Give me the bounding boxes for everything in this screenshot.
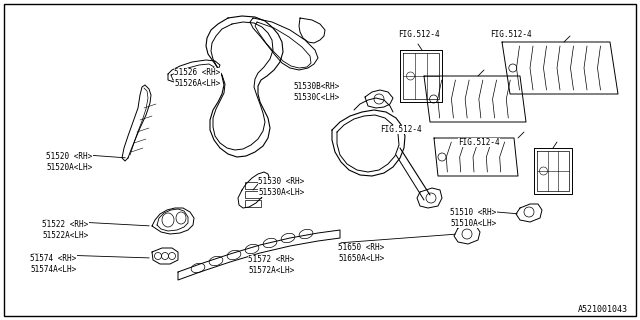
Text: 51530B<RH>
51530C<LH>: 51530B<RH> 51530C<LH> bbox=[293, 82, 339, 102]
Text: FIG.512-4: FIG.512-4 bbox=[380, 125, 422, 134]
Text: FIG.512-4: FIG.512-4 bbox=[490, 30, 532, 39]
Text: 51520 <RH>
51520A<LH>: 51520 <RH> 51520A<LH> bbox=[46, 152, 92, 172]
Text: FIG.512-4: FIG.512-4 bbox=[398, 30, 440, 39]
Bar bbox=[245, 200, 261, 207]
Text: 51650 <RH>
51650A<LH>: 51650 <RH> 51650A<LH> bbox=[338, 243, 384, 263]
Text: 51526 <RH>
51526A<LH>: 51526 <RH> 51526A<LH> bbox=[174, 68, 220, 88]
Text: 51572 <RH>
51572A<LH>: 51572 <RH> 51572A<LH> bbox=[248, 255, 294, 275]
Text: 51574 <RH>
51574A<LH>: 51574 <RH> 51574A<LH> bbox=[30, 254, 76, 274]
Bar bbox=[245, 191, 261, 198]
Text: 51530 <RH>
51530A<LH>: 51530 <RH> 51530A<LH> bbox=[258, 177, 304, 197]
Bar bbox=[245, 182, 261, 189]
Text: 51522 <RH>
51522A<LH>: 51522 <RH> 51522A<LH> bbox=[42, 220, 88, 240]
Text: A521001043: A521001043 bbox=[578, 305, 628, 314]
Text: FIG.512-4: FIG.512-4 bbox=[458, 138, 500, 147]
Text: 51510 <RH>
51510A<LH>: 51510 <RH> 51510A<LH> bbox=[450, 208, 496, 228]
